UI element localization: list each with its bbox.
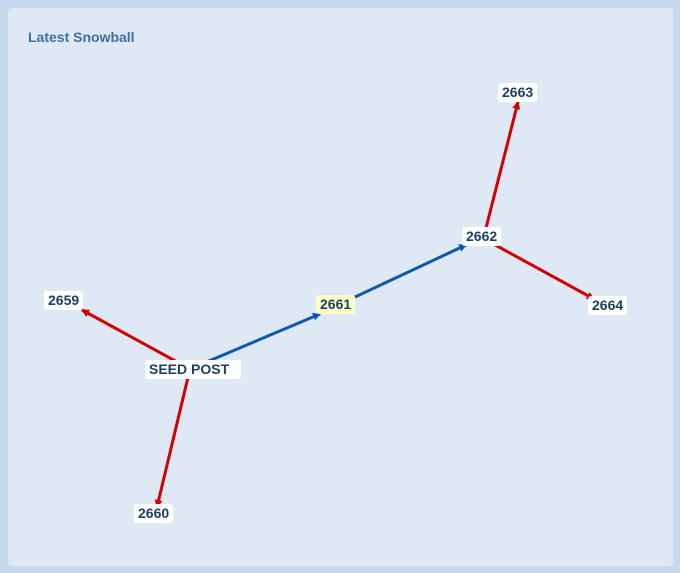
edge bbox=[483, 101, 521, 233]
panel-title: Latest Snowball bbox=[28, 29, 135, 45]
edge bbox=[487, 239, 595, 301]
node[interactable]: 2663 bbox=[498, 83, 538, 102]
node[interactable]: 2664 bbox=[588, 296, 628, 315]
node[interactable]: 2662 bbox=[462, 227, 502, 246]
panel: Latest Snowball bbox=[8, 8, 673, 566]
edge bbox=[189, 312, 321, 371]
edge bbox=[81, 308, 191, 371]
edge bbox=[154, 368, 192, 508]
node[interactable]: 2659 bbox=[44, 291, 84, 310]
edge bbox=[354, 243, 467, 299]
node[interactable]: 2660 bbox=[134, 504, 174, 523]
node[interactable]: 2661 bbox=[316, 295, 356, 314]
node[interactable]: SEED POST bbox=[145, 360, 242, 379]
